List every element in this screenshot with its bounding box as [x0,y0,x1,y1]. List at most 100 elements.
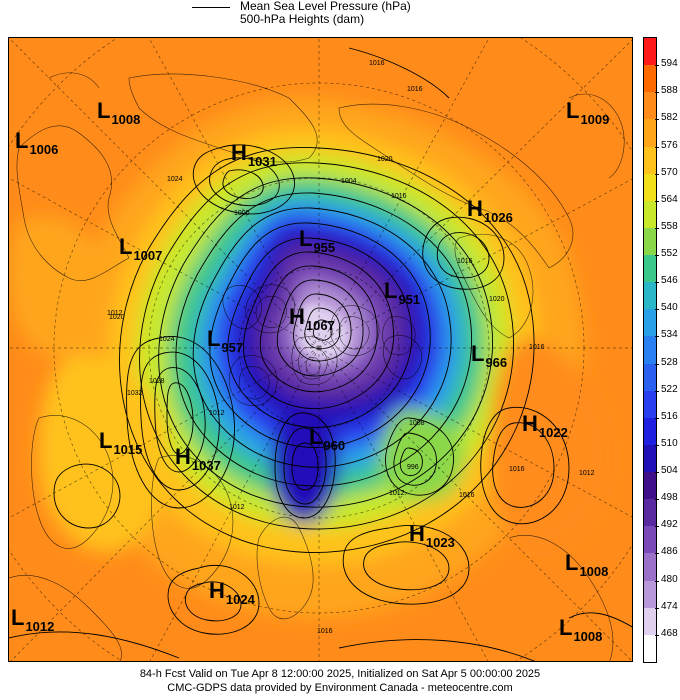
isobar-label: 1012 [229,504,245,511]
colorbar-segment [644,146,656,175]
center-type-letter: H [231,140,247,165]
center-pressure-value: 1007 [133,248,163,263]
center-type-letter: L [565,550,579,575]
isobar-label: 1020 [377,156,393,163]
colorbar-tick [655,65,659,67]
isobar-label: 1016 [407,86,423,93]
center-type-letter: L [384,278,398,303]
colorbar-label: 486 [661,546,678,558]
low-pressure-center: L957 [207,328,243,355]
low-pressure-center: L1006 [15,128,58,157]
isobar-label: 996 [407,464,419,471]
low-pressure-center: L1007 [119,234,162,263]
colorbar-tick [655,173,659,175]
colorbar-tick [655,255,659,257]
center-type-letter: L [471,341,485,366]
inner-vortex-isobars [229,284,416,406]
colorbar-segment [644,92,656,120]
colorbar-label: 474 [661,600,678,612]
isobar-label: 1016 [369,60,385,67]
center-type-letter: L [559,615,573,640]
isobar-label: 1024 [167,176,183,183]
isobar-label: 1032 [127,390,143,397]
colorbar-segment [644,282,656,310]
colorbar-label: 516 [661,410,678,422]
colorbar-segment [644,634,656,663]
low-pressure-center: L1008 [97,100,140,127]
colorbar-label: 528 [661,356,678,368]
low-pressure-center: L1015 [99,430,142,457]
colorbar-label: 540 [661,302,678,314]
colorbar-segment [644,363,656,392]
colorbar-segment [644,499,656,527]
colorbar-segment [644,119,656,148]
center-pressure-value: 1006 [29,142,59,157]
center-pressure-value: 1012 [25,619,55,634]
isobar-label: 1016 [457,258,473,265]
colorbar-tick [655,282,659,284]
isobar-label: 1016 [529,344,545,351]
colorbar-label: 576 [661,139,678,151]
high-pressure-center: H1023 [409,523,455,550]
colorbar-label: 588 [661,85,678,97]
colorbar-label: 510 [661,437,678,449]
center-pressure-value: 1023 [425,535,455,550]
colorbar-segment [644,336,656,365]
colorbar-label: 564 [661,193,678,205]
colorbar-label: 570 [661,166,678,178]
colorbar-segment [644,526,656,554]
center-type-letter: L [11,605,25,630]
colorbar-tick [655,92,659,94]
colorbar-tick [655,336,659,338]
low-pressure-center: L966 [471,341,507,370]
colorbar-label: 468 [661,627,678,639]
colorbar-segment [644,255,656,283]
colorbar-label: 522 [661,383,678,395]
low-pressure-center: L1008 [565,550,608,579]
isobar-label: 1012 [389,490,405,497]
isobar-label: 1020 [489,296,505,303]
colorbar-label: 558 [661,220,678,232]
isobar-label: 1008 [409,420,425,427]
low-pressure-center: L1012 [11,605,54,634]
isobar-label: 1004 [341,178,357,185]
isobar-label: 1016 [459,492,475,499]
colorbar-tick [655,526,659,528]
colorbar-segment [644,390,656,419]
colorbar-segment [644,553,656,582]
center-type-letter: L [309,424,323,449]
colorbar-tick [655,227,659,229]
legend: Mean Sea Level Pressure (hPa) 500-hPa He… [0,0,680,36]
low-pressure-center: L1009 [566,98,609,127]
colorbar-label: 480 [661,573,678,585]
center-type-letter: L [566,98,580,123]
center-type-letter: H [175,444,191,469]
colorbar-segment [644,607,656,636]
colorbar-segment [644,38,656,66]
center-pressure-value: 1037 [191,458,221,473]
colorbar-tick [655,146,659,148]
colorbar-tick [655,444,659,446]
center-pressure-value: 1024 [225,592,255,607]
high-pressure-center: H1067 [289,304,335,333]
isobar-label: 1000 [234,210,250,217]
colorbar-label: 546 [661,275,678,287]
colorbar-tick [655,363,659,365]
isobar-label: 1016 [391,193,407,200]
center-pressure-value: 1008 [573,629,603,644]
center-type-letter: H [209,578,225,603]
center-type-letter: L [119,234,133,259]
isobar-label: 1024 [159,336,175,343]
colorbar [643,37,657,663]
isobar-label: 1028 [149,378,165,385]
low-pressure-center: L955 [299,226,335,255]
center-type-letter: L [15,128,29,153]
center-type-letter: H [289,304,305,329]
mslp-legend-label: Mean Sea Level Pressure (hPa) [240,0,411,13]
colorbar-label: 504 [661,465,678,477]
heights-legend-label: 500-hPa Heights (dam) [240,12,365,26]
colorbar-tick [655,119,659,121]
center-type-letter: L [299,226,313,251]
center-pressure-value: 1022 [538,425,568,440]
high-pressure-center: H1026 [467,198,513,225]
